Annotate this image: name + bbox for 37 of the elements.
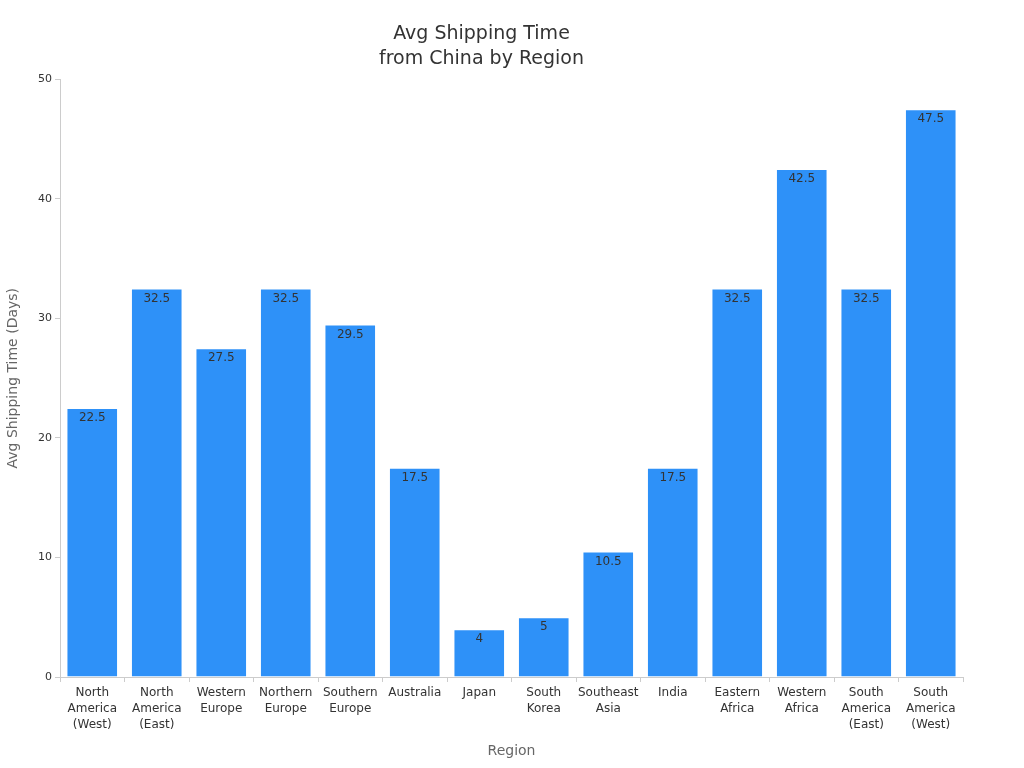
x-tick-label: Western Europe <box>196 685 246 716</box>
x-tick-label: Northern Europe <box>259 685 313 716</box>
data-label: 17.5 <box>659 469 687 484</box>
data-label: 42.5 <box>788 171 816 186</box>
chart-title: Avg Shipping Time from China by Region <box>379 21 584 68</box>
y-tick-label: 50 <box>38 72 52 86</box>
data-label: 27.5 <box>207 350 235 365</box>
x-tick-label: South America (West) <box>906 685 956 732</box>
data-label: 32.5 <box>852 290 880 305</box>
data-label: 4 <box>475 631 484 646</box>
x-tick-label: Southeast Asia <box>577 685 639 716</box>
data-label: 10.5 <box>594 553 622 568</box>
y-tick-label: 20 <box>38 430 52 444</box>
x-tick-label: Southern Europe <box>322 685 378 716</box>
data-label: 32.5 <box>272 290 300 305</box>
x-tick-label: South Korea <box>526 685 562 716</box>
x-tick-label: Eastern Africa <box>714 685 761 716</box>
y-tick-label: 10 <box>38 550 52 564</box>
y-tick-label: 30 <box>38 311 52 325</box>
x-tick-label: India <box>658 685 688 700</box>
y-axis-title: Avg Shipping Time (Days) <box>3 287 20 469</box>
data-label: 22.5 <box>78 410 106 425</box>
x-tick-label: North America (East) <box>132 685 182 732</box>
data-label: 5 <box>539 619 548 634</box>
y-tick-label: 0 <box>45 669 52 683</box>
data-label: 17.5 <box>401 469 429 484</box>
data-label: 32.5 <box>723 290 751 305</box>
x-tick-label: Australia <box>388 685 442 700</box>
data-label: 47.5 <box>917 111 945 126</box>
x-axis-title: Region <box>487 741 536 758</box>
x-tick-label: South America (East) <box>841 685 891 732</box>
data-label: 29.5 <box>336 326 364 341</box>
y-tick-label: 40 <box>38 191 52 205</box>
data-label: 32.5 <box>143 290 171 305</box>
x-tick-label: North America (West) <box>67 685 117 732</box>
x-tick-label: Japan <box>461 685 496 700</box>
x-tick-label: Western Africa <box>777 685 827 716</box>
